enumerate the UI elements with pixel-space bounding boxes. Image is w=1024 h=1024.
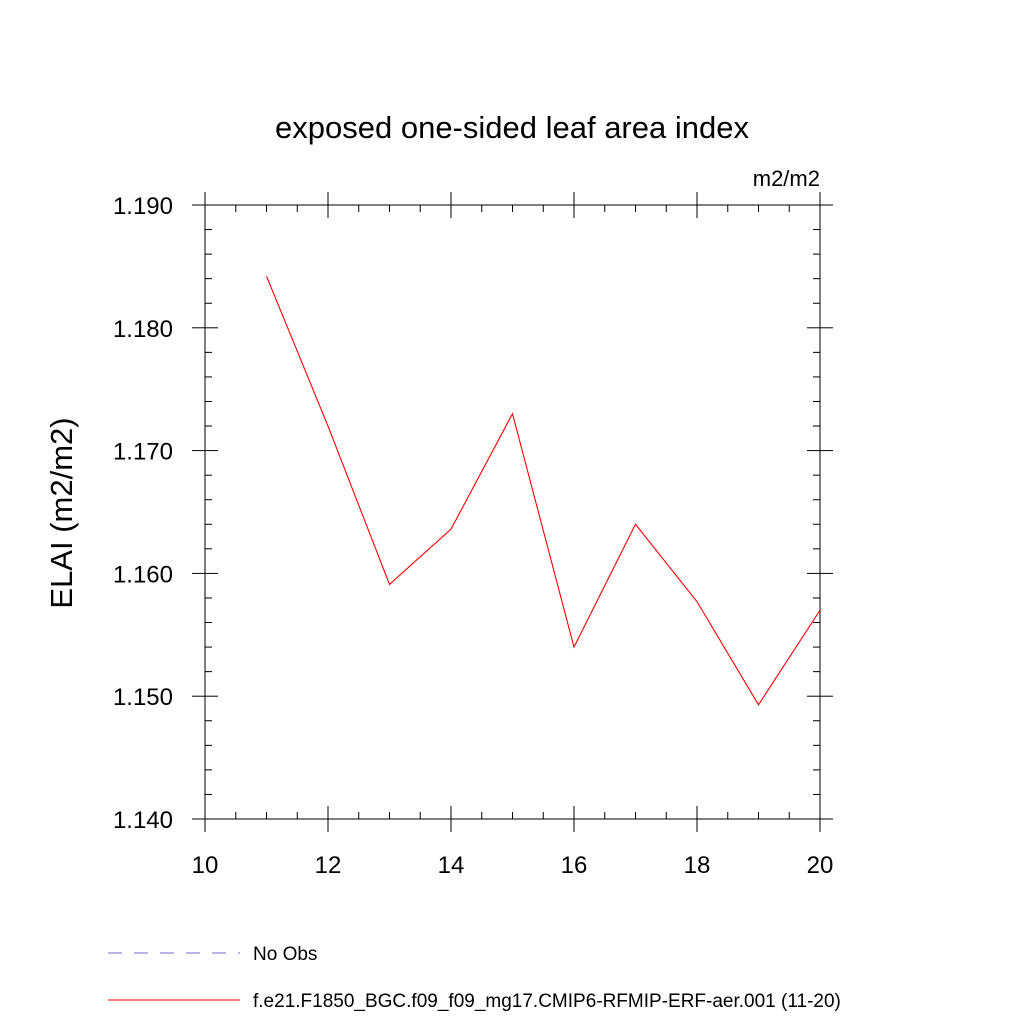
legend-label-1: f.e21.F1850_BGC.f09_f09_mg17.CMIP6-RFMIP… bbox=[253, 991, 841, 1012]
chart-title: exposed one-sided leaf area index bbox=[275, 110, 749, 145]
y-tick-label: 1.150 bbox=[113, 684, 173, 711]
plot-border bbox=[204, 204, 821, 820]
x-tick-label: 14 bbox=[438, 852, 465, 879]
x-tick-label: 16 bbox=[561, 852, 588, 879]
series-line-1 bbox=[265, 276, 821, 706]
x-tick-label: 20 bbox=[807, 852, 834, 879]
units-label: m2/m2 bbox=[753, 166, 820, 191]
plot-frame bbox=[204, 204, 821, 820]
y-tick-label: 1.160 bbox=[113, 561, 173, 588]
x-tick-label: 10 bbox=[192, 852, 219, 879]
y-tick-label: 1.140 bbox=[113, 807, 173, 834]
series-layer bbox=[265, 276, 821, 706]
x-tick-label: 18 bbox=[684, 852, 711, 879]
legend: No Obs f.e21.F1850_BGC.f09_f09_mg17.CMIP6… bbox=[108, 944, 841, 1012]
y-axis-label: ELAI (m2/m2) bbox=[44, 417, 79, 608]
legend-label-0: No Obs bbox=[253, 944, 317, 965]
y-tick-label: 1.190 bbox=[113, 193, 173, 220]
y-tick-label: 1.170 bbox=[113, 439, 173, 466]
x-tick-label: 12 bbox=[315, 852, 342, 879]
axis-ticks bbox=[192, 192, 833, 832]
y-tick-label: 1.180 bbox=[113, 316, 173, 343]
tick-labels: 10 12 14 16 18 20 1.140 1.150 1.160 1.170 1.180 1.1… bbox=[113, 193, 833, 879]
